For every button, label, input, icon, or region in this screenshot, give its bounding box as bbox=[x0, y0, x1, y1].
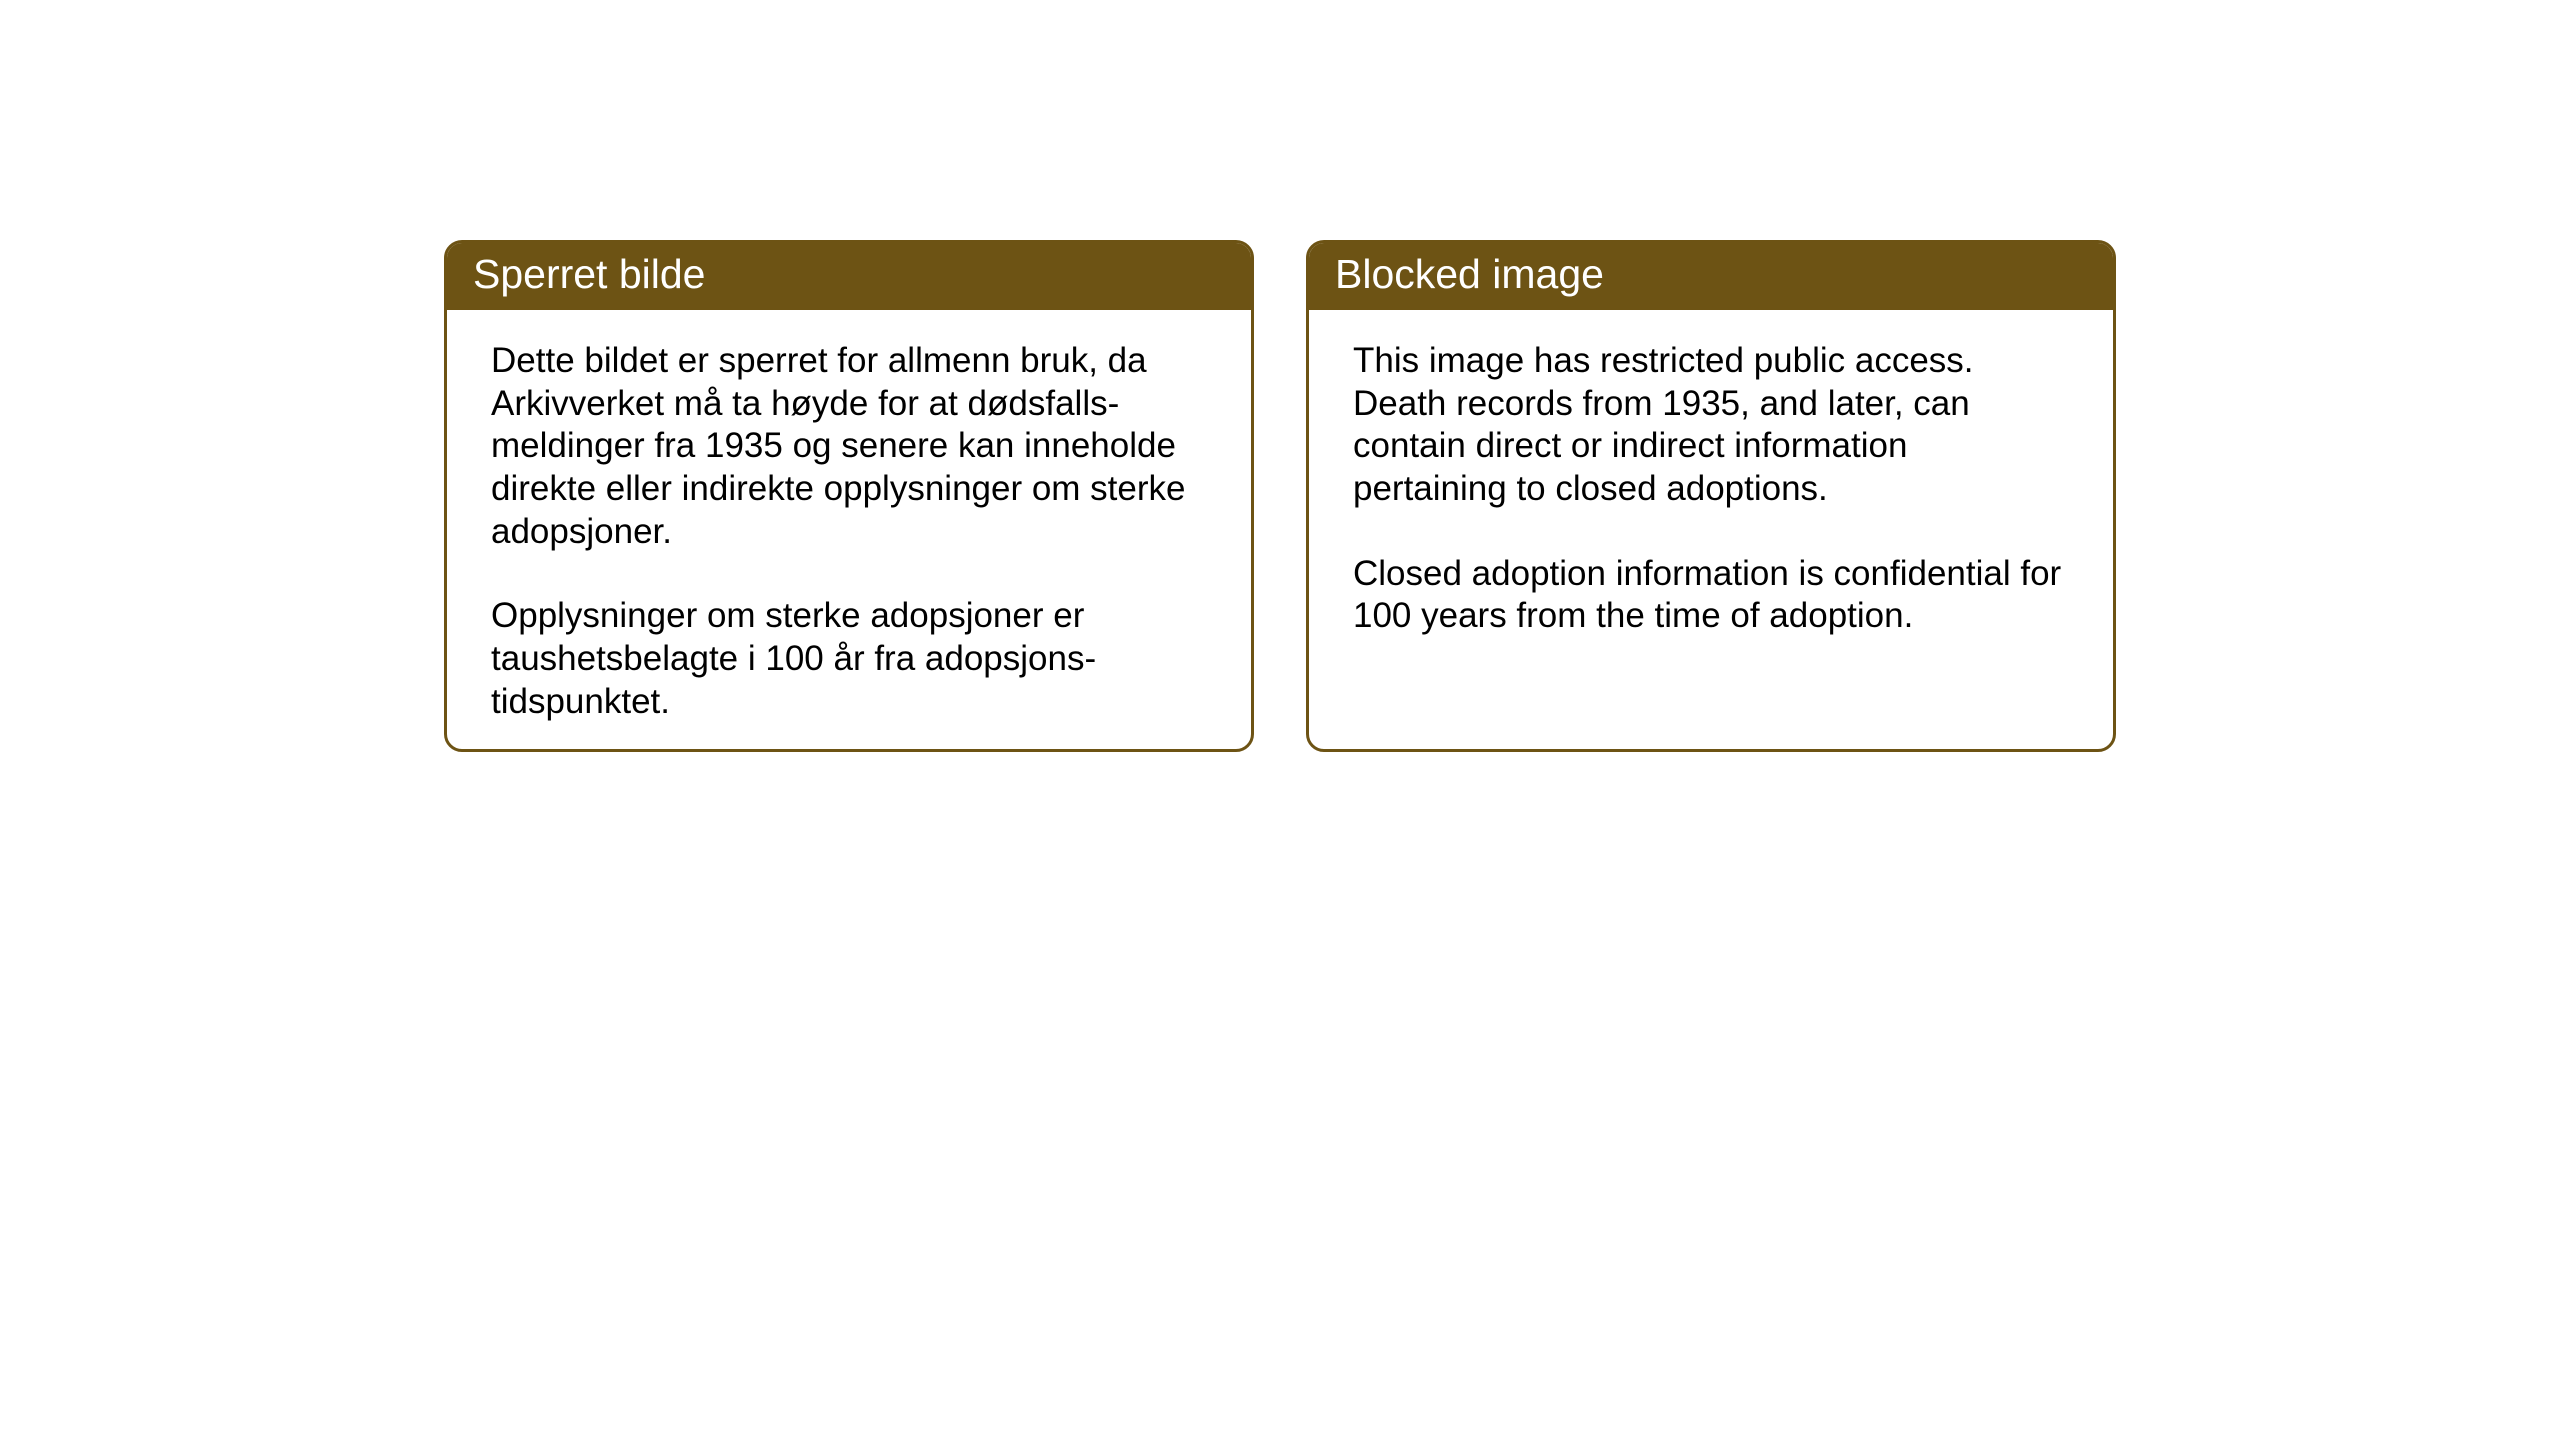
card-paragraph2-english: Closed adoption information is confident… bbox=[1353, 553, 2069, 638]
notice-card-norwegian: Sperret bilde Dette bildet er sperret fo… bbox=[444, 240, 1254, 752]
card-title-norwegian: Sperret bilde bbox=[473, 251, 705, 297]
card-header-english: Blocked image bbox=[1309, 243, 2113, 310]
card-title-english: Blocked image bbox=[1335, 251, 1604, 297]
card-body-norwegian: Dette bildet er sperret for allmenn bruk… bbox=[447, 310, 1251, 752]
card-body-english: This image has restricted public access.… bbox=[1309, 310, 2113, 668]
card-paragraph1-norwegian: Dette bildet er sperret for allmenn bruk… bbox=[491, 340, 1207, 553]
notice-card-english: Blocked image This image has restricted … bbox=[1306, 240, 2116, 752]
notice-container: Sperret bilde Dette bildet er sperret fo… bbox=[444, 240, 2116, 752]
card-header-norwegian: Sperret bilde bbox=[447, 243, 1251, 310]
card-paragraph1-english: This image has restricted public access.… bbox=[1353, 340, 2069, 511]
card-paragraph2-norwegian: Opplysninger om sterke adopsjoner er tau… bbox=[491, 595, 1207, 723]
